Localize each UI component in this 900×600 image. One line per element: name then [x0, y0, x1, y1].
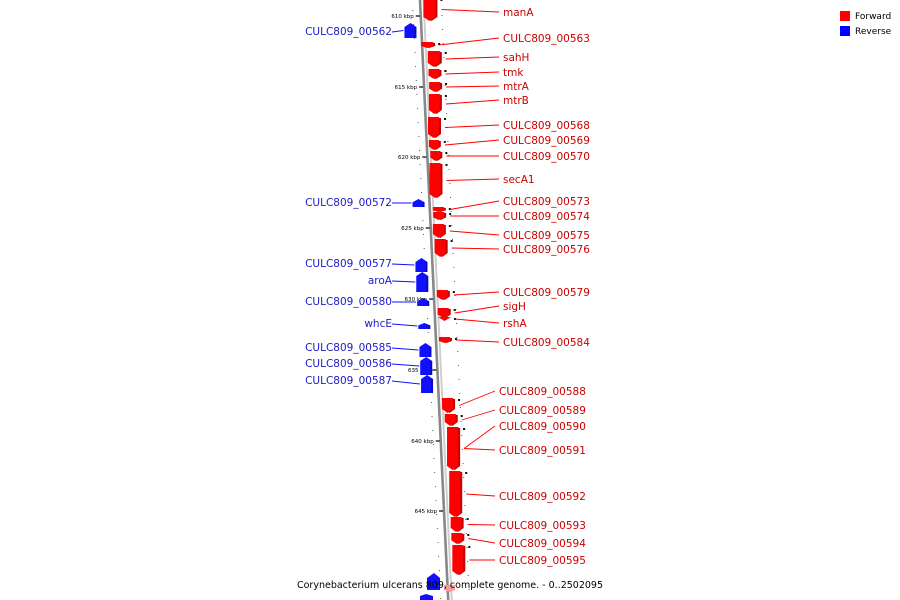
forward-gene-label: sigH — [503, 301, 526, 313]
tick-label: 620 kbp — [398, 155, 421, 161]
tick: 620 kbp — [398, 155, 427, 161]
reverse-gene-label: CULC809_00562 — [305, 26, 392, 38]
reverse-gene[interactable]: whcE — [364, 318, 431, 330]
tick: 645 kbp — [415, 509, 444, 515]
forward-gene[interactable]: CULC809_00595 — [452, 545, 586, 575]
reverse-gene-label: CULC809_00586 — [305, 358, 392, 370]
forward-gene-label: mtrA — [503, 81, 530, 93]
forward-gene[interactable]: CULC809_00574 — [433, 211, 590, 223]
forward-gene-label: CULC809_00570 — [503, 151, 590, 163]
tick-label: 630 kbp — [405, 297, 428, 303]
forward-gene-label: CULC809_00593 — [499, 520, 586, 532]
forward-gene-label: mtrB — [503, 95, 529, 107]
forward-gene[interactable]: manA — [423, 0, 534, 21]
position-ticks: 610 kbp 615 kbp 620 kbp 625 kbp 630 kbp 635 k… — [391, 14, 444, 515]
tick: 630 kbp — [405, 297, 434, 303]
tick-label: 645 kbp — [415, 509, 438, 515]
forward-genes: manA CULC809_00563 sahH tmk mtrA mtrB CULC809_… — [421, 0, 590, 575]
forward-gene[interactable]: sahH — [427, 51, 530, 67]
forward-gene[interactable]: CULC809_00576 — [434, 239, 591, 257]
reverse-gene[interactable]: CULC809_00586 — [305, 357, 433, 375]
forward-gene-label: CULC809_00569 — [503, 135, 590, 147]
reverse-gene-label: CULC809_00577 — [305, 258, 392, 270]
forward-gene-label: CULC809_00592 — [499, 491, 586, 503]
forward-gene[interactable]: CULC809_00593 — [450, 517, 586, 532]
forward-gene-label: CULC809_00576 — [503, 244, 590, 256]
forward-gene[interactable]: CULC809_00569 — [428, 135, 590, 150]
reverse-gene[interactable]: CULC809_00562 — [305, 23, 417, 38]
forward-gene[interactable]: CULC809_00592 — [449, 471, 586, 517]
forward-gene[interactable]: mtrA — [429, 81, 530, 93]
forward-gene-label: manA — [503, 7, 534, 19]
forward-gene-label: CULC809_00591 — [499, 445, 586, 457]
forward-gene-label: tmk — [503, 67, 524, 79]
forward-gene[interactable]: sigH — [437, 301, 526, 318]
forward-gene[interactable]: CULC809_00575 — [432, 224, 590, 242]
forward-gene-label: CULC809_00579 — [503, 287, 590, 299]
tick: 615 kbp — [395, 85, 424, 91]
reverse-gene-label: CULC809_00587 — [305, 375, 392, 387]
reverse-gene[interactable]: CULC809_00585 — [305, 342, 432, 357]
forward-gene-label: CULC809_00588 — [499, 386, 586, 398]
tick-label: 615 kbp — [395, 85, 418, 91]
legend-label: Reverse — [855, 27, 892, 37]
genome-backbone — [418, 0, 453, 600]
forward-gene-label: CULC809_00590 — [499, 421, 586, 433]
forward-gene[interactable]: CULC809_00591 — [447, 427, 586, 470]
forward-gene-label: CULC809_00595 — [499, 555, 586, 567]
tick: 625 kbp — [401, 226, 430, 232]
map-title: Corynebacterium ulcerans 809, complete g… — [297, 580, 603, 591]
forward-gene-label: rshA — [503, 318, 527, 330]
reverse-gene[interactable]: CULC809_00587 — [305, 375, 434, 393]
legend-label: Forward — [855, 12, 891, 22]
legend-item: Forward — [840, 11, 891, 22]
legend-swatch — [840, 11, 850, 21]
reverse-gene-label: whcE — [364, 318, 392, 330]
tick: 610 kbp — [391, 14, 420, 20]
forward-gene[interactable]: CULC809_00579 — [436, 287, 590, 300]
forward-gene-label: CULC809_00584 — [503, 337, 590, 349]
reverse-genes: CULC809_00562 CULC809_00572 CULC809_00577a… — [305, 23, 434, 393]
forward-gene-label: sahH — [503, 52, 529, 64]
reverse-gene[interactable]: aroA — [368, 272, 429, 292]
tick: 640 kbp — [411, 439, 440, 445]
forward-gene-label: CULC809_00575 — [503, 230, 590, 242]
reverse-gene[interactable]: CULC809_00580 — [305, 296, 430, 308]
tick-label: 625 kbp — [401, 226, 424, 232]
forward-gene[interactable]: CULC809_00573 — [432, 196, 590, 212]
forward-gene-label: CULC809_00568 — [503, 120, 590, 132]
reverse-gene[interactable]: CULC809_00577 — [305, 258, 428, 272]
forward-gene[interactable]: CULC809_00589 — [444, 405, 586, 426]
forward-gene-label: CULC809_00563 — [503, 33, 590, 45]
reverse-gene[interactable]: CULC809_00572 — [305, 197, 425, 209]
reverse-gene-label: CULC809_00580 — [305, 296, 392, 308]
tick: 635 kbp — [408, 368, 437, 374]
forward-gene[interactable]: CULC809_00588 — [442, 386, 586, 413]
forward-gene[interactable]: rshA — [437, 317, 527, 330]
legend: Forward Reverse — [840, 11, 892, 37]
forward-gene-label: CULC809_00594 — [499, 538, 586, 550]
forward-gene[interactable]: CULC809_00584 — [438, 337, 590, 349]
forward-gene-label: secA1 — [503, 174, 535, 186]
forward-gene[interactable]: CULC809_00594 — [451, 533, 586, 550]
tick-label: 640 kbp — [411, 439, 434, 445]
forward-gene[interactable]: CULC809_00563 — [421, 33, 590, 48]
reverse-gene-label: CULC809_00572 — [305, 197, 392, 209]
tick-label: 635 kbp — [408, 368, 431, 374]
legend-swatch — [840, 26, 850, 36]
forward-gene-label: CULC809_00573 — [503, 196, 590, 208]
partial-genes — [420, 573, 455, 600]
forward-gene-label: CULC809_00589 — [499, 405, 586, 417]
reverse-gene-label: aroA — [368, 275, 393, 287]
forward-gene-label: CULC809_00574 — [503, 211, 590, 223]
forward-gene[interactable]: CULC809_00570 — [430, 151, 590, 163]
forward-gene[interactable]: CULC809_00568 — [427, 117, 590, 138]
forward-gene[interactable]: mtrB — [428, 94, 529, 114]
forward-gene[interactable]: secA1 — [429, 163, 535, 198]
legend-item: Reverse — [840, 26, 892, 37]
forward-gene[interactable]: tmk — [428, 67, 524, 79]
tick-label: 610 kbp — [391, 14, 414, 20]
reverse-gene-label: CULC809_00585 — [305, 342, 392, 354]
